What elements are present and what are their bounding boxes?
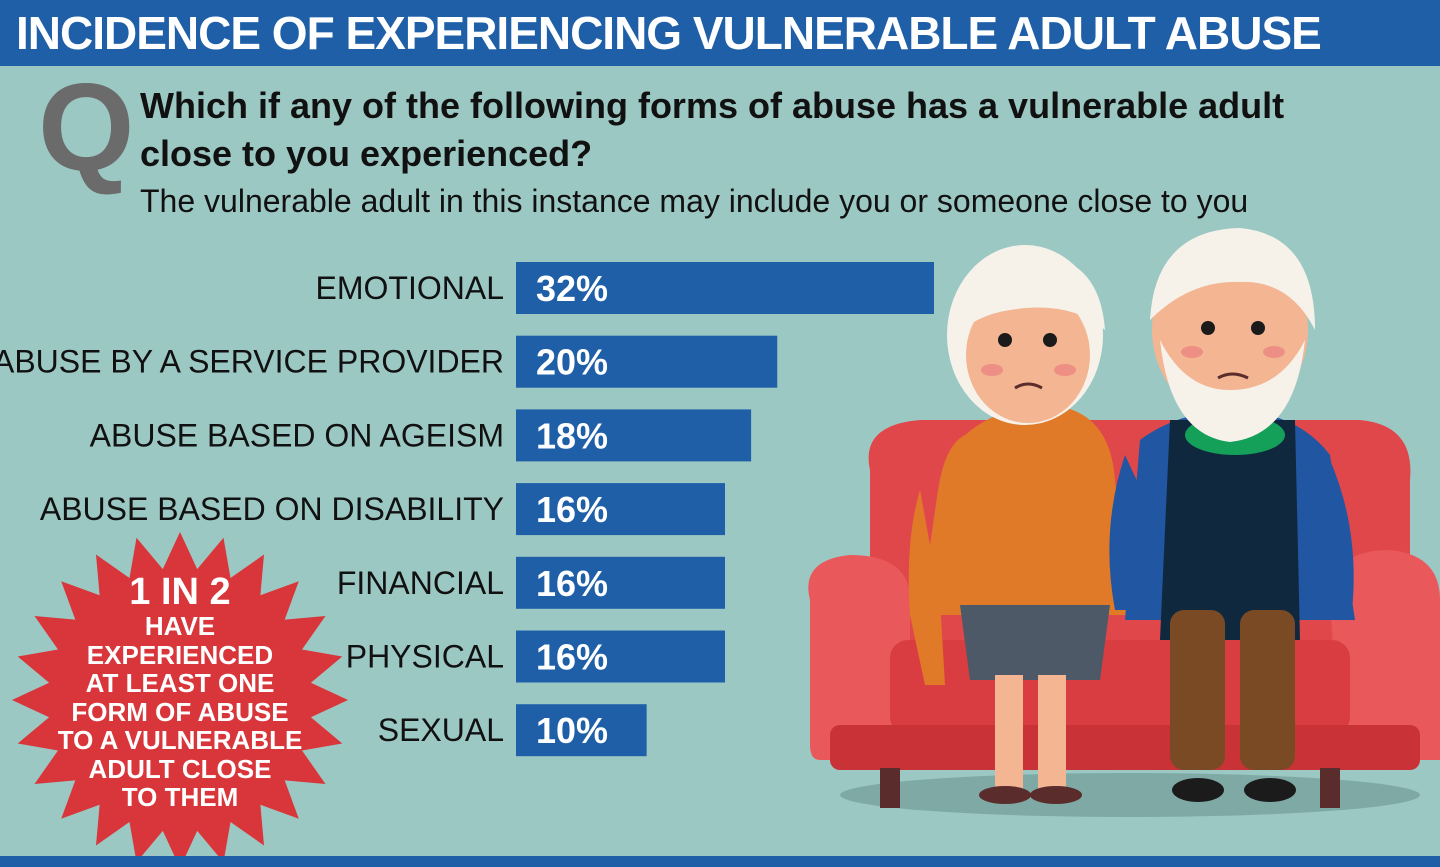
bar xyxy=(516,630,725,683)
category-label: PHYSICAL xyxy=(346,639,504,675)
starburst-badge xyxy=(12,532,348,867)
callout-line: TO A VULNERABLE xyxy=(57,725,303,755)
page-title: INCIDENCE OF EXPERIENCING VULNERABLE ADU… xyxy=(16,7,1322,59)
svg-text:Q: Q xyxy=(38,66,132,197)
value-label: 10% xyxy=(536,710,608,751)
value-label: 16% xyxy=(536,637,608,678)
value-label: 16% xyxy=(536,563,608,604)
q-letter-icon: Q xyxy=(38,66,132,197)
sofa-foot xyxy=(1320,768,1340,808)
starburst-shape xyxy=(12,532,348,867)
bar xyxy=(516,409,752,462)
value-label: 16% xyxy=(536,489,608,530)
woman-figure xyxy=(908,245,1145,804)
callout-line: TO THEM xyxy=(121,782,239,812)
man-figure xyxy=(1109,228,1355,802)
bar xyxy=(516,483,725,536)
bottom-rule xyxy=(0,856,1440,867)
bar xyxy=(516,262,934,314)
question-subtitle: The vulnerable adult in this instance ma… xyxy=(140,183,1249,219)
category-label: ABUSE BY A SERVICE PROVIDER xyxy=(0,344,504,380)
callout-line: HAVE xyxy=(144,611,216,641)
bar xyxy=(516,704,647,757)
category-label: SEXUAL xyxy=(378,712,504,748)
category-label: EMOTIONAL xyxy=(316,270,504,306)
category-label: ABUSE BASED ON DISABILITY xyxy=(40,491,504,527)
question-text: Which if any of the following forms of a… xyxy=(140,85,1285,174)
category-label: ABUSE BASED ON AGEISM xyxy=(90,417,504,453)
header-band: INCIDENCE OF EXPERIENCING VULNERABLE ADU… xyxy=(0,0,1440,66)
sofa-base xyxy=(830,725,1420,770)
sofa-arm-right xyxy=(1330,550,1440,760)
value-label: 32% xyxy=(536,268,608,309)
bar-chart: EMOTIONAL 32% ABUSE BY A SERVICE PROVIDER 2… xyxy=(0,262,934,757)
callout-headline: 1 IN 2 xyxy=(129,571,231,613)
callout-line: AT LEAST ONE xyxy=(85,668,275,698)
elderly-couple-illustration xyxy=(808,228,1440,817)
bar xyxy=(516,335,778,388)
callout-line: EXPERIENCED xyxy=(86,639,274,670)
callout-line: FORM OF ABUSE xyxy=(71,696,289,727)
callout-text: 1 IN 2 HAVE EXPERIENCED AT LEAST ONE FOR… xyxy=(40,572,320,812)
bar xyxy=(516,556,725,609)
category-label: FINANCIAL xyxy=(337,565,504,601)
sofa-foot xyxy=(880,768,900,808)
value-label: 20% xyxy=(536,342,608,383)
callout-line: ADULT CLOSE xyxy=(88,753,272,784)
value-label: 18% xyxy=(536,415,608,456)
sofa-arm-left xyxy=(808,555,910,760)
